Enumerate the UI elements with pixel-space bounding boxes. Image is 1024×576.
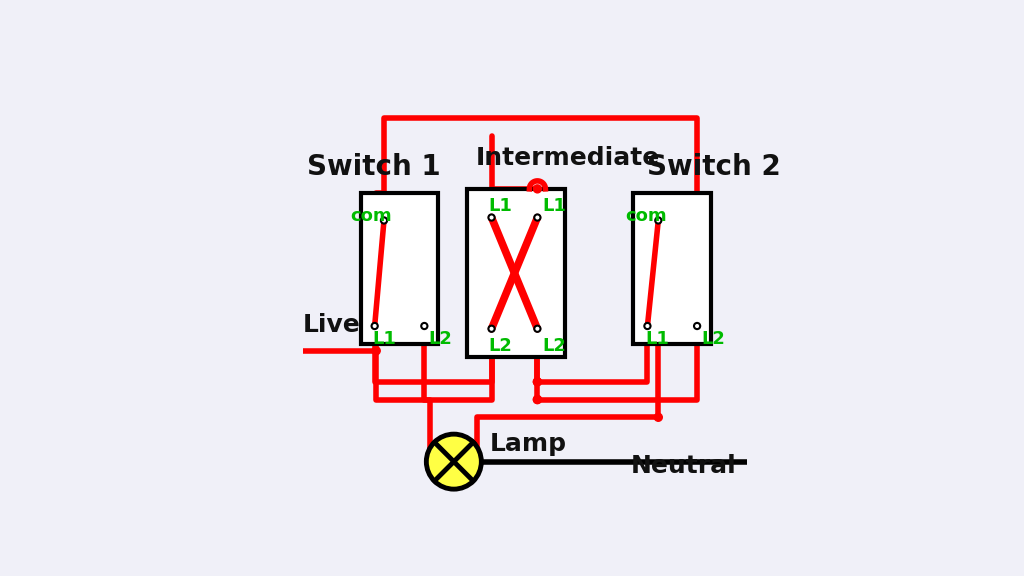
Text: Intermediate: Intermediate [476,146,660,170]
Circle shape [488,325,495,332]
Circle shape [426,434,481,489]
Bar [360,194,438,344]
Circle shape [535,325,541,332]
Bar [467,189,564,357]
Circle shape [534,378,542,386]
Text: Live: Live [303,313,360,338]
Circle shape [654,414,663,421]
Circle shape [373,347,380,355]
Text: L1: L1 [488,198,512,215]
Bar [634,194,711,344]
Text: com: com [350,207,392,225]
Circle shape [534,396,542,404]
Circle shape [488,214,495,221]
Circle shape [644,323,650,329]
Circle shape [372,323,378,329]
Text: com: com [625,207,667,225]
Text: Switch 1: Switch 1 [307,153,441,181]
Circle shape [381,217,387,223]
Circle shape [534,396,542,404]
Circle shape [534,185,542,193]
Text: L2: L2 [701,330,725,348]
Circle shape [421,323,427,329]
Circle shape [694,323,700,329]
Circle shape [535,214,541,221]
Text: Neutral: Neutral [631,454,737,478]
Text: L2: L2 [429,330,453,348]
Circle shape [655,217,662,223]
Text: Lamp: Lamp [490,432,567,456]
Circle shape [534,378,542,386]
Text: L1: L1 [543,198,566,215]
Text: L1: L1 [645,330,669,348]
Text: Switch 2: Switch 2 [647,153,780,181]
Text: L1: L1 [373,330,396,348]
Text: L2: L2 [543,338,566,355]
Text: L2: L2 [488,338,512,355]
